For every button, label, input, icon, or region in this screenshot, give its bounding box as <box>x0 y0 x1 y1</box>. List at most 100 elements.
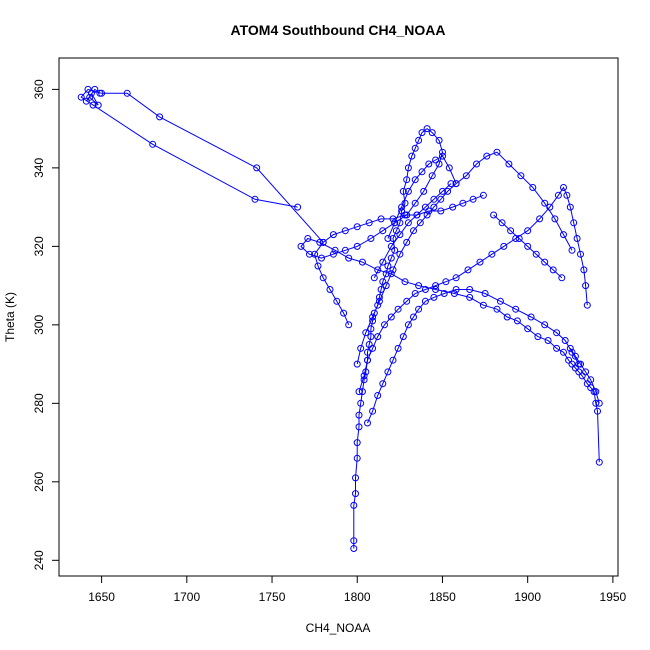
series-line <box>367 289 580 424</box>
data-point <box>439 148 446 156</box>
data-point <box>554 191 562 199</box>
plot-frame <box>58 57 619 577</box>
data-point <box>401 278 409 286</box>
data-point <box>440 290 448 297</box>
data-point <box>379 227 387 235</box>
data-point <box>389 235 397 242</box>
data-point <box>563 191 571 199</box>
series-8 <box>384 152 460 242</box>
data-point <box>500 242 508 250</box>
data-point <box>437 207 445 215</box>
data-point <box>473 160 480 168</box>
data-point <box>416 219 424 227</box>
data-point <box>341 227 349 235</box>
data-point <box>357 399 365 407</box>
data-point <box>297 242 305 250</box>
series-1 <box>355 184 591 396</box>
series-0 <box>297 125 603 552</box>
data-point <box>483 152 491 160</box>
series-7 <box>370 180 455 282</box>
data-point <box>570 219 578 227</box>
data-point <box>447 180 455 188</box>
data-point <box>420 187 428 195</box>
data-point <box>462 172 470 180</box>
data-point <box>479 191 487 199</box>
data-point <box>408 152 416 160</box>
data-point <box>449 203 457 211</box>
data-point <box>123 89 131 97</box>
series-6 <box>82 85 104 109</box>
x-tick-label: 1900 <box>514 590 541 604</box>
data-point <box>560 348 567 356</box>
data-point <box>469 195 477 203</box>
data-point <box>595 458 603 466</box>
data-point <box>369 344 377 352</box>
data-point <box>432 282 440 290</box>
data-point <box>365 219 373 227</box>
data-point <box>578 372 586 380</box>
data-point <box>413 211 421 219</box>
data-point <box>452 286 460 293</box>
data-point <box>571 352 579 360</box>
data-point <box>355 388 363 396</box>
x-tick-label: 1850 <box>429 590 456 604</box>
y-tick-label: 320 <box>32 236 46 256</box>
data-point <box>379 258 387 266</box>
data-point <box>382 282 390 290</box>
data-point <box>580 266 588 274</box>
data-point <box>404 321 412 329</box>
series-3 <box>311 191 487 329</box>
data-point <box>573 235 581 242</box>
data-point <box>421 286 429 293</box>
series-line <box>300 127 600 549</box>
data-point <box>319 238 327 246</box>
data-point <box>253 164 261 172</box>
data-point <box>96 89 104 97</box>
data-point <box>89 101 97 109</box>
data-point <box>505 160 513 168</box>
data-point <box>379 380 387 388</box>
data-point <box>304 235 312 242</box>
data-point <box>481 290 489 297</box>
data-point <box>329 231 337 239</box>
data-point <box>587 376 595 384</box>
data-point <box>415 282 423 290</box>
data-point <box>326 286 334 293</box>
data-point <box>430 293 438 301</box>
data-point <box>439 152 446 160</box>
data-point <box>534 333 542 341</box>
data-point <box>544 337 552 344</box>
series-5 <box>77 85 327 246</box>
x-tick-label: 1650 <box>88 590 115 604</box>
data-point <box>421 297 429 305</box>
data-point <box>352 490 359 498</box>
data-point <box>493 148 501 156</box>
data-point <box>568 360 576 368</box>
data-point <box>399 187 407 195</box>
data-point <box>411 176 419 184</box>
data-point <box>541 321 549 329</box>
data-point <box>437 195 445 203</box>
data-point <box>439 187 446 195</box>
y-tick-label: 240 <box>32 550 46 570</box>
data-point <box>561 337 569 344</box>
data-point <box>340 309 348 317</box>
data-point <box>403 297 411 305</box>
data-point <box>517 172 525 180</box>
data-point <box>77 93 85 101</box>
data-point <box>345 321 353 329</box>
data-point <box>577 360 584 368</box>
data-point <box>87 89 95 97</box>
series-line <box>314 194 484 325</box>
data-point <box>364 419 371 427</box>
data-point <box>404 219 412 227</box>
data-point <box>568 348 576 356</box>
data-point <box>399 333 407 341</box>
data-point <box>345 254 353 262</box>
data-point <box>350 537 358 545</box>
data-point <box>86 93 94 101</box>
series-line <box>569 348 600 404</box>
data-point <box>464 266 472 274</box>
data-point <box>401 211 409 219</box>
data-point <box>355 411 363 419</box>
